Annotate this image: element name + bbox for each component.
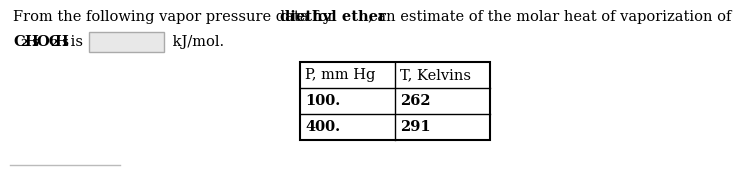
Bar <box>300 62 490 140</box>
Text: H: H <box>25 35 38 49</box>
Text: 291: 291 <box>400 120 431 134</box>
Text: 5: 5 <box>62 39 69 48</box>
Text: , an estimate of the molar heat of vaporization of: , an estimate of the molar heat of vapor… <box>368 10 731 24</box>
Text: diethyl ether: diethyl ether <box>280 10 385 24</box>
Text: 2: 2 <box>50 39 57 48</box>
Text: 5: 5 <box>32 39 38 48</box>
Text: is: is <box>66 35 84 49</box>
Text: 400.: 400. <box>305 120 340 134</box>
Text: T, Kelvins: T, Kelvins <box>400 68 471 82</box>
Text: 262: 262 <box>400 94 431 108</box>
Text: 100.: 100. <box>305 94 340 108</box>
Text: kJ/mol.: kJ/mol. <box>168 35 224 49</box>
Text: OC: OC <box>36 35 60 49</box>
Text: From the following vapor pressure data for: From the following vapor pressure data f… <box>13 10 339 24</box>
Text: C: C <box>13 35 25 49</box>
Text: P, mm Hg: P, mm Hg <box>305 68 375 82</box>
Bar <box>89 32 164 52</box>
Text: 2: 2 <box>20 39 27 48</box>
Text: H: H <box>55 35 69 49</box>
